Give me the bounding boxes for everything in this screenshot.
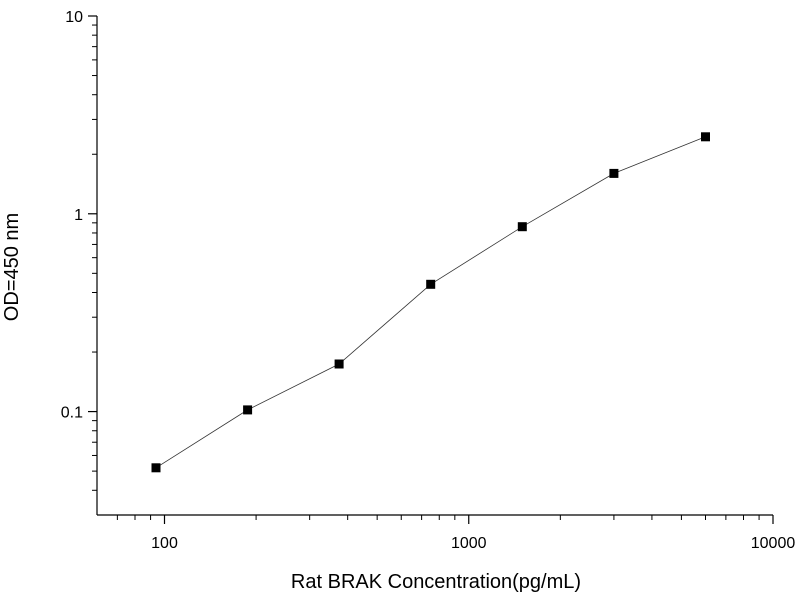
data-point-marker bbox=[151, 463, 161, 473]
series-layer bbox=[151, 132, 710, 473]
y-tick-label: 0.1 bbox=[61, 405, 83, 422]
series-line bbox=[155, 136, 706, 469]
x-axis-label: Rat BRAK Concentration(pg/mL) bbox=[291, 571, 581, 593]
data-point-marker bbox=[334, 359, 344, 369]
data-point-marker bbox=[701, 132, 710, 142]
data-point-marker bbox=[426, 279, 436, 289]
y-tick-label: 1 bbox=[74, 207, 83, 224]
x-tick-label: 1000 bbox=[451, 535, 487, 552]
data-point-marker bbox=[517, 222, 527, 232]
data-point-marker bbox=[609, 168, 619, 178]
y-axis-label: OD=450 nm bbox=[1, 213, 23, 321]
data-point-marker bbox=[243, 405, 253, 415]
x-tick-label: 100 bbox=[151, 535, 178, 552]
x-tick-label: 10000 bbox=[751, 535, 796, 552]
y-tick-label: 10 bbox=[65, 9, 83, 26]
axes-layer: 100 1000 10000 0.1 1 10 bbox=[61, 9, 796, 552]
